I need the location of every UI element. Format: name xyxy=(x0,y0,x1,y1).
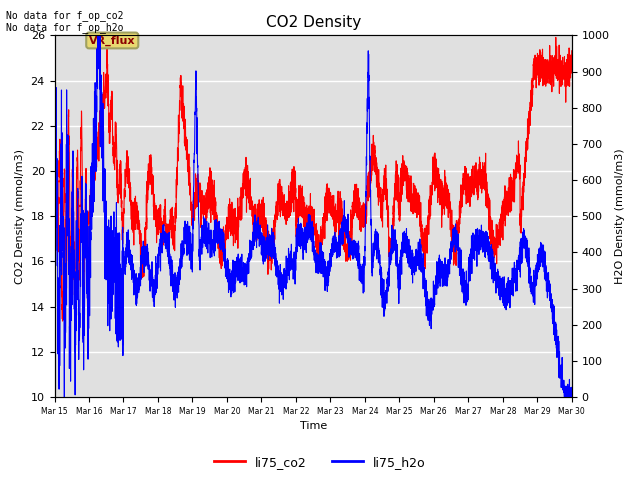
li75_h2o xyxy=(458,281,466,287)
li75_co2 xyxy=(568,55,575,60)
li75_h2o xyxy=(429,302,436,308)
li75_co2 xyxy=(401,178,408,184)
li75_co2 xyxy=(294,211,301,217)
li75_h2o xyxy=(94,33,102,38)
Text: No data for f_op_co2
No data for f_op_h2o: No data for f_op_co2 No data for f_op_h2… xyxy=(6,10,124,33)
li75_h2o xyxy=(144,252,152,257)
Y-axis label: CO2 Density (mmol/m3): CO2 Density (mmol/m3) xyxy=(15,149,25,284)
li75_co2 xyxy=(458,204,466,209)
li75_h2o xyxy=(568,392,575,398)
li75_h2o xyxy=(51,280,58,286)
li75_h2o xyxy=(401,249,408,255)
li75_co2 xyxy=(144,175,152,180)
li75_co2 xyxy=(51,215,58,221)
Line: li75_h2o: li75_h2o xyxy=(54,36,572,397)
Text: VR_flux: VR_flux xyxy=(89,36,136,46)
li75_h2o xyxy=(568,384,575,390)
Line: li75_co2: li75_co2 xyxy=(54,37,572,324)
li75_co2 xyxy=(568,48,575,54)
Y-axis label: H2O Density (mmol/m3): H2O Density (mmol/m3) xyxy=(615,148,625,284)
X-axis label: Time: Time xyxy=(300,421,327,432)
li75_co2 xyxy=(429,168,436,174)
li75_h2o xyxy=(294,238,301,243)
Legend: li75_co2, li75_h2o: li75_co2, li75_h2o xyxy=(209,451,431,474)
li75_h2o xyxy=(61,394,68,400)
li75_co2 xyxy=(552,35,559,40)
Title: CO2 Density: CO2 Density xyxy=(266,15,361,30)
li75_co2 xyxy=(71,321,79,326)
